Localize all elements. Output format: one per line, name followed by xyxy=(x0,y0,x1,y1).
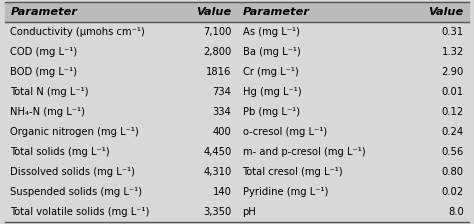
Text: 4,450: 4,450 xyxy=(203,147,231,157)
Text: Total volatile solids (mg L⁻¹): Total volatile solids (mg L⁻¹) xyxy=(10,207,150,217)
Text: 334: 334 xyxy=(213,107,231,117)
Bar xyxy=(5,142,469,162)
Text: Pb (mg L⁻¹): Pb (mg L⁻¹) xyxy=(243,107,300,117)
Text: Dissolved solids (mg L⁻¹): Dissolved solids (mg L⁻¹) xyxy=(10,167,135,177)
Text: Suspended solids (mg L⁻¹): Suspended solids (mg L⁻¹) xyxy=(10,187,142,197)
Text: 0.12: 0.12 xyxy=(441,107,464,117)
Bar xyxy=(137,2,237,22)
Text: 2.90: 2.90 xyxy=(441,67,464,77)
Text: o-cresol (mg L⁻¹): o-cresol (mg L⁻¹) xyxy=(243,127,327,137)
Text: 0.02: 0.02 xyxy=(442,187,464,197)
Bar xyxy=(5,82,469,102)
Text: Conductivity (μmohs cm⁻¹): Conductivity (μmohs cm⁻¹) xyxy=(10,27,145,37)
Text: 0.24: 0.24 xyxy=(442,127,464,137)
Bar xyxy=(5,42,469,62)
Text: 0.80: 0.80 xyxy=(442,167,464,177)
Text: 3,350: 3,350 xyxy=(203,207,231,217)
Text: COD (mg L⁻¹): COD (mg L⁻¹) xyxy=(10,47,77,57)
Bar xyxy=(5,102,469,122)
Text: Cr (mg L⁻¹): Cr (mg L⁻¹) xyxy=(243,67,298,77)
Text: NH₄-N (mg L⁻¹): NH₄-N (mg L⁻¹) xyxy=(10,107,85,117)
Text: Pyridine (mg L⁻¹): Pyridine (mg L⁻¹) xyxy=(243,187,328,197)
Text: 0.01: 0.01 xyxy=(442,87,464,97)
Text: Parameter: Parameter xyxy=(10,7,77,17)
Text: 4,310: 4,310 xyxy=(203,167,231,177)
Bar xyxy=(5,62,469,82)
Text: Total solids (mg L⁻¹): Total solids (mg L⁻¹) xyxy=(10,147,110,157)
Bar xyxy=(369,2,469,22)
Text: 2,800: 2,800 xyxy=(203,47,231,57)
Text: 140: 140 xyxy=(212,187,231,197)
Bar xyxy=(237,2,369,22)
Text: 7,100: 7,100 xyxy=(203,27,231,37)
Text: 0.31: 0.31 xyxy=(442,27,464,37)
Text: Organic nitrogen (mg L⁻¹): Organic nitrogen (mg L⁻¹) xyxy=(10,127,139,137)
Text: Value: Value xyxy=(196,7,231,17)
Text: Total N (mg L⁻¹): Total N (mg L⁻¹) xyxy=(10,87,89,97)
Bar xyxy=(5,2,137,22)
Text: 1.32: 1.32 xyxy=(441,47,464,57)
Text: 1816: 1816 xyxy=(206,67,231,77)
Text: pH: pH xyxy=(243,207,256,217)
Text: 734: 734 xyxy=(212,87,231,97)
Bar xyxy=(5,122,469,142)
Bar xyxy=(5,22,469,42)
Text: 0.56: 0.56 xyxy=(441,147,464,157)
Text: Value: Value xyxy=(428,7,464,17)
Text: Hg (mg L⁻¹): Hg (mg L⁻¹) xyxy=(243,87,301,97)
Text: Total cresol (mg L⁻¹): Total cresol (mg L⁻¹) xyxy=(243,167,343,177)
Bar xyxy=(5,202,469,222)
Text: BOD (mg L⁻¹): BOD (mg L⁻¹) xyxy=(10,67,77,77)
Text: Ba (mg L⁻¹): Ba (mg L⁻¹) xyxy=(243,47,301,57)
Text: 400: 400 xyxy=(213,127,231,137)
Bar xyxy=(5,182,469,202)
Text: As (mg L⁻¹): As (mg L⁻¹) xyxy=(243,27,300,37)
Text: Parameter: Parameter xyxy=(243,7,310,17)
Text: 8.0: 8.0 xyxy=(448,207,464,217)
Bar xyxy=(5,162,469,182)
Text: m- and p-cresol (mg L⁻¹): m- and p-cresol (mg L⁻¹) xyxy=(243,147,365,157)
